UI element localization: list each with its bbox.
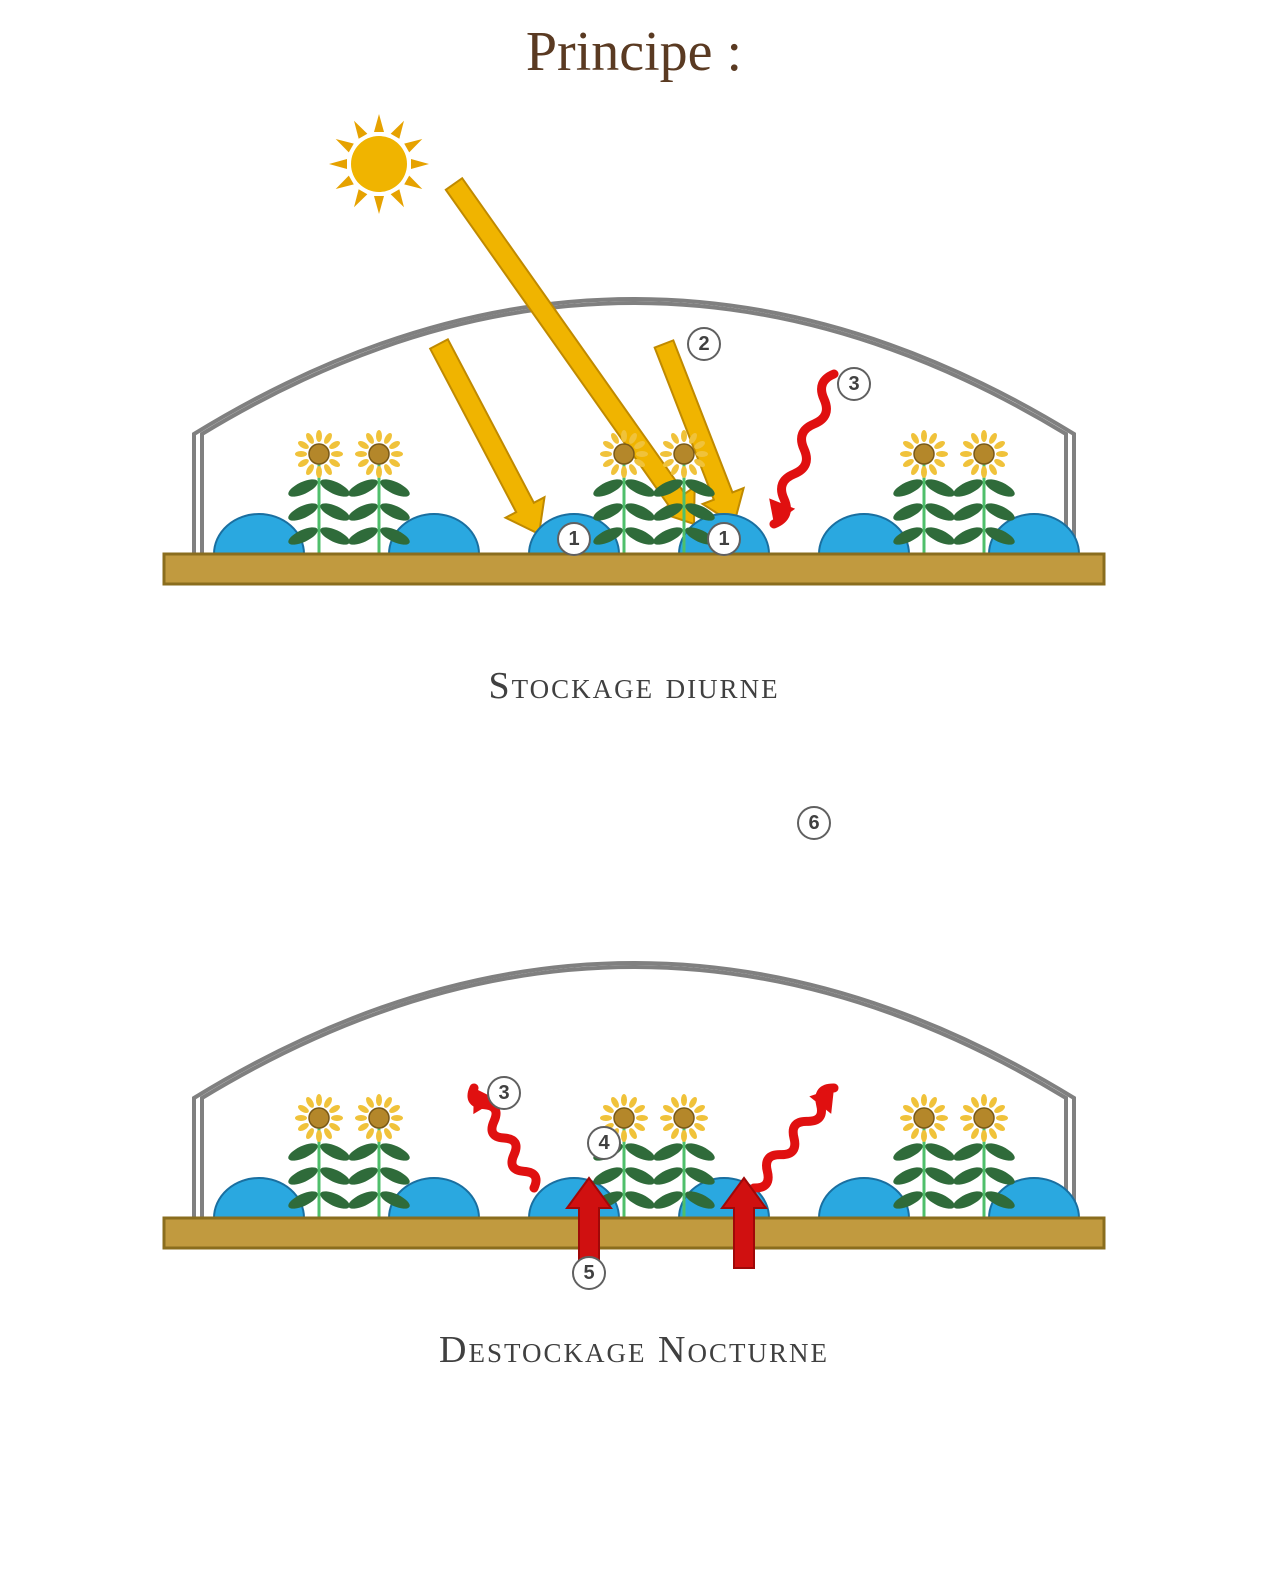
svg-text:1: 1 xyxy=(568,528,579,550)
night-panel: 3 4 5 6 Destockage Nocturne xyxy=(134,748,1134,1372)
day-diagram: 1 1 2 3 xyxy=(134,84,1134,644)
page-title: Principe : xyxy=(0,0,1268,84)
day-caption: Stockage diurne xyxy=(134,664,1134,708)
page: Principe : 1 1 2 3 Stockage diurne 3 4 5 6 Des… xyxy=(0,0,1268,1572)
svg-text:4: 4 xyxy=(598,1132,610,1154)
day-panel: 1 1 2 3 Stockage diurne xyxy=(134,84,1134,708)
svg-text:3: 3 xyxy=(498,1082,509,1104)
svg-text:3: 3 xyxy=(848,373,859,395)
night-caption: Destockage Nocturne xyxy=(134,1328,1134,1372)
svg-text:1: 1 xyxy=(718,528,729,550)
svg-text:5: 5 xyxy=(583,1262,594,1284)
svg-text:6: 6 xyxy=(808,812,819,834)
night-diagram: 3 4 5 6 xyxy=(134,748,1134,1308)
svg-text:2: 2 xyxy=(698,333,709,355)
